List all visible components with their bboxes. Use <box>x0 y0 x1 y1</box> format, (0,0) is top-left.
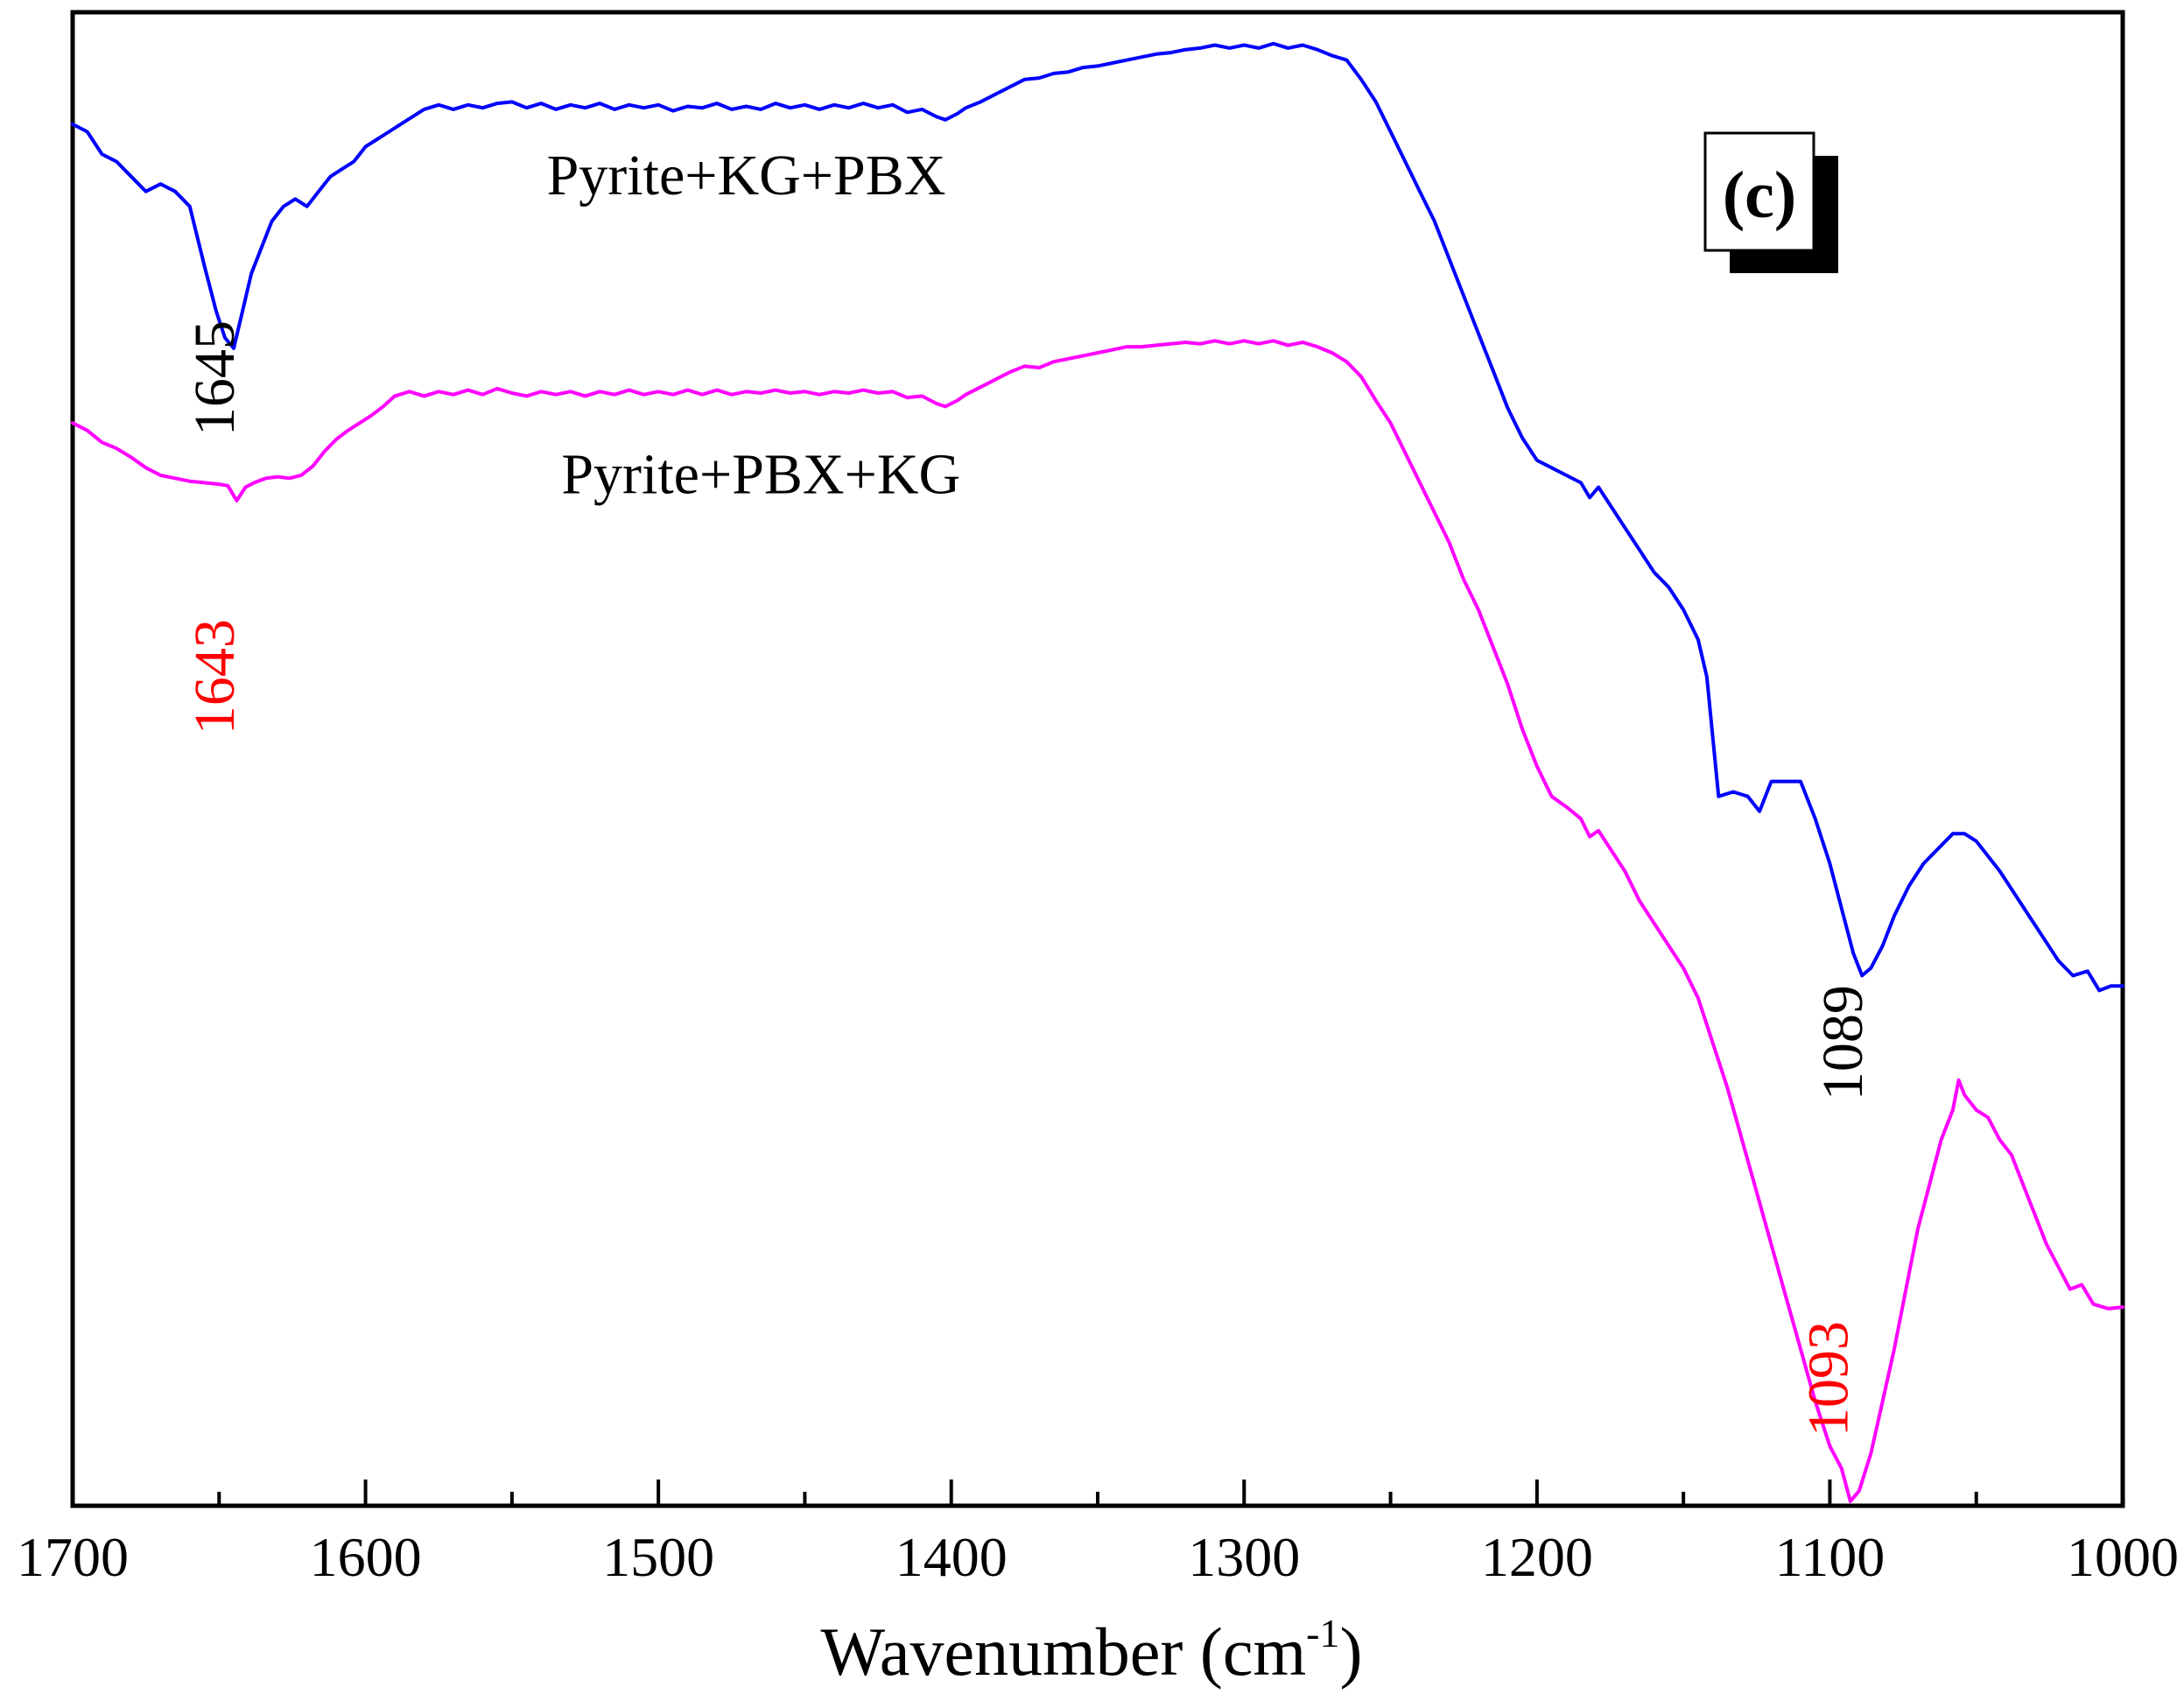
peak-label-1645: 1645 <box>183 320 247 436</box>
x-axis-title-close: ) <box>1340 1613 1363 1690</box>
series-line-2 <box>71 339 2124 1503</box>
x-tick-label: 1100 <box>1775 1526 1886 1588</box>
x-tick-label: 1700 <box>17 1526 129 1588</box>
x-axis-title-superscript: -1 <box>1306 1611 1339 1655</box>
series-label-2: Pyrite+PBX+KG <box>561 442 960 506</box>
x-axis-ticks: 1700 1600 1500 1400 1300 1200 1100 1000 <box>17 1480 2179 1588</box>
x-tick-label: 1600 <box>310 1526 422 1588</box>
panel-label-frame <box>1703 131 1815 252</box>
x-axis-title: Wavenumber (cm-1) <box>821 1611 1363 1690</box>
series-label-1: Pyrite+KG+PBX <box>547 144 946 207</box>
x-axis-title-main: Wavenumber (cm <box>821 1613 1307 1690</box>
peak-label-1093: 1093 <box>1797 1321 1861 1437</box>
panel-label-box: (c) <box>1703 131 1838 273</box>
x-tick-label: 1500 <box>602 1526 714 1588</box>
x-tick-label: 1400 <box>895 1526 1008 1588</box>
x-tick-label: 1200 <box>1481 1526 1593 1588</box>
series-layer <box>71 41 2124 1503</box>
x-tick-label: 1300 <box>1188 1526 1300 1588</box>
peak-label-1643: 1643 <box>183 619 247 735</box>
labels-layer: Pyrite+KG+PBX Pyrite+PBX+KG 1645 1643 1089 10… <box>183 144 1875 1437</box>
x-tick-label: 1000 <box>2067 1526 2179 1588</box>
series-line-1 <box>71 41 2124 993</box>
panel-label: (c) <box>1723 158 1796 232</box>
peak-label-1089: 1089 <box>1811 985 1875 1100</box>
